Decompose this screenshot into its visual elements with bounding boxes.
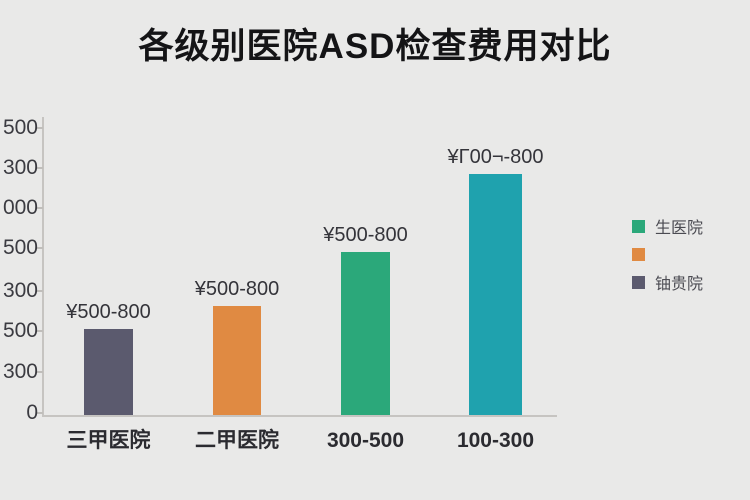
x-axis-label: 三甲医院 <box>66 429 151 452</box>
chart-title: 各级别医院ASD检查费用对比 <box>138 27 612 66</box>
y-tick-label: 000 <box>2 196 38 219</box>
bar <box>341 252 390 415</box>
bar-value-label: ¥500-800 <box>66 301 151 323</box>
y-tick-label: 0 <box>26 401 38 424</box>
y-tick-mark <box>36 167 43 169</box>
legend-label: 生医院 <box>655 220 704 237</box>
legend-swatch <box>632 219 645 233</box>
y-tick-mark <box>36 412 43 414</box>
legend-swatch <box>632 247 645 261</box>
y-tick-label: 500 <box>2 116 38 139</box>
legend-item: 生医院 <box>632 219 703 237</box>
y-tick-mark <box>36 247 43 249</box>
bar <box>469 174 522 415</box>
y-tick-label: 300 <box>2 156 38 179</box>
legend-swatch <box>632 275 645 289</box>
y-tick-mark <box>36 290 43 292</box>
x-axis-label: 300-500 <box>326 429 405 452</box>
y-tick-mark <box>36 330 43 332</box>
y-tick-label: 300 <box>2 279 38 302</box>
bar <box>213 306 261 415</box>
y-tick-mark <box>36 207 43 209</box>
legend-item <box>632 247 655 261</box>
y-tick-label: 500 <box>2 236 38 259</box>
bar-value-label: ¥Γ00¬-800 <box>447 146 544 168</box>
y-tick-mark <box>36 127 43 129</box>
x-axis-line <box>42 415 557 417</box>
bar-value-label: ¥500-800 <box>323 224 408 246</box>
x-axis-label: 100-300 <box>456 429 535 452</box>
x-axis-label: 二甲医院 <box>195 429 279 452</box>
y-axis-line <box>42 117 44 416</box>
legend-item: 铀贵院 <box>632 275 703 293</box>
bar <box>84 329 133 415</box>
y-tick-label: 300 <box>2 360 38 383</box>
y-tick-label: 500 <box>2 319 38 342</box>
y-tick-mark <box>36 371 43 373</box>
bar-value-label: ¥500-800 <box>194 278 280 300</box>
legend-label: 铀贵院 <box>655 276 704 293</box>
